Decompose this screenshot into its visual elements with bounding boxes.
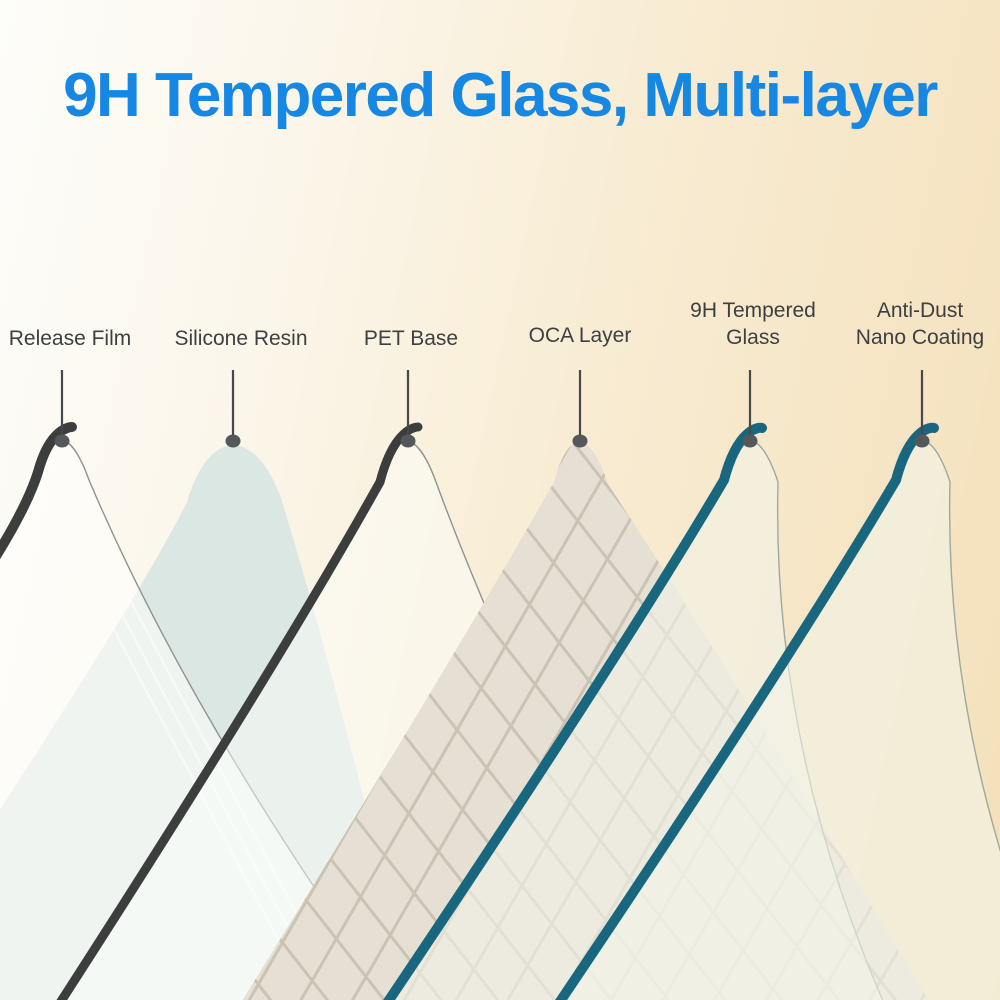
label-text: 9H Tempered: [690, 299, 816, 322]
peak-dot-release-film: [54, 434, 70, 448]
label-silicone-resin: Silicone Resin: [174, 325, 307, 352]
sheet-edge-pet-base: [56, 422, 423, 1000]
label-text: OCA Layer: [528, 324, 632, 347]
label-text: Glass: [726, 326, 780, 349]
label-text: Silicone Resin: [174, 327, 308, 350]
page-title: 9H Tempered Glass, Multi-layer: [63, 61, 938, 130]
label-release-film: Release Film: [9, 325, 132, 352]
label-text: Release Film: [8, 327, 132, 350]
label-text: Anti-Dust: [876, 299, 964, 322]
label-text: Nano Coating: [855, 326, 985, 349]
label-tempered-glass: 9H Tempered Glass: [690, 297, 816, 351]
peak-dot-tempered-glass: [742, 434, 758, 448]
peak-dot-oca-layer: [572, 434, 588, 448]
label-oca-layer: OCA Layer: [529, 322, 632, 349]
label-anti-dust: Anti-Dust Nano Coating: [856, 297, 984, 351]
layer-sheets: [0, 422, 1000, 1000]
sheet-edge-anti-dust-nano-coating: [555, 422, 939, 1000]
leader-annotations: [54, 370, 930, 448]
sheet-edge-tempered-glass: [383, 422, 767, 1000]
peak-dot-pet-base: [400, 434, 416, 448]
peak-dot-anti-dust-nano-coating: [914, 434, 930, 448]
label-text: PET Base: [363, 327, 459, 350]
peak-dot-silicone-resin: [225, 434, 241, 448]
layer-sheet-anti-dust-nano-coating: [561, 440, 1000, 1000]
label-pet-base: PET Base: [364, 325, 458, 352]
